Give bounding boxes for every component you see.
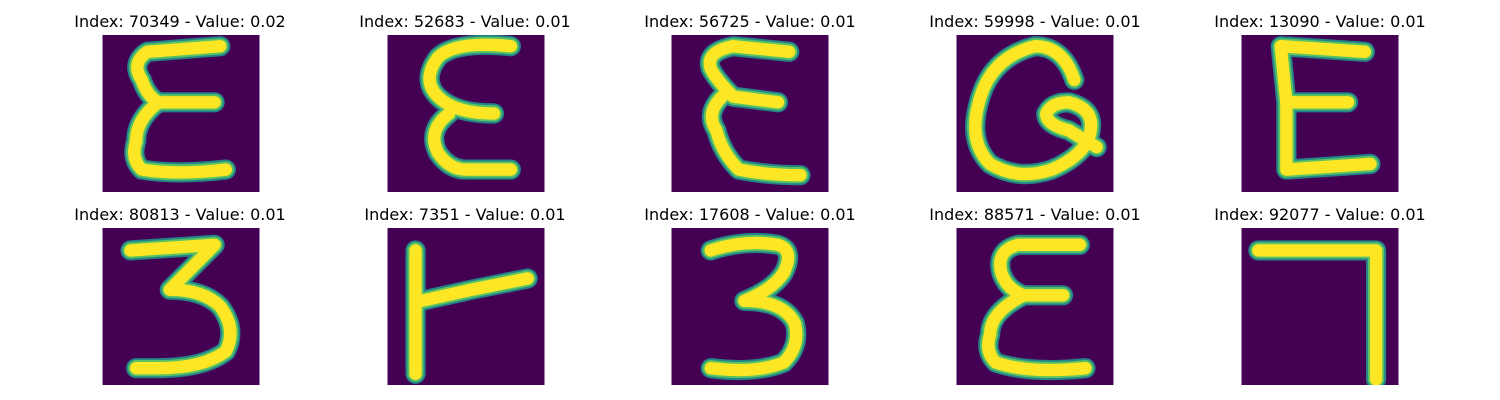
digit-image	[102, 228, 260, 385]
panel-title: Index: 59998 - Value: 0.01	[929, 12, 1141, 31]
digit-panel: Index: 92077 - Value: 0.01	[1170, 193, 1470, 388]
digit-panel: Index: 56725 - Value: 0.01	[600, 0, 900, 195]
digit-image	[1241, 35, 1399, 192]
digit-image	[671, 35, 829, 192]
digit-panel: Index: 13090 - Value: 0.01	[1170, 0, 1470, 195]
stroke-core	[124, 238, 237, 375]
stroke-core	[982, 238, 1092, 377]
digit-image	[956, 35, 1114, 192]
stroke-core	[1274, 40, 1377, 176]
digit-panel: Index: 70349 - Value: 0.02	[30, 0, 330, 195]
panel-title: Index: 7351 - Value: 0.01	[364, 205, 566, 224]
stroke-core	[409, 244, 534, 380]
stroke-core	[423, 38, 518, 176]
digit-image	[102, 35, 260, 192]
panel-title: Index: 56725 - Value: 0.01	[644, 12, 856, 31]
digit-panel: Index: 80813 - Value: 0.01	[30, 193, 330, 388]
panel-title: Index: 52683 - Value: 0.01	[359, 12, 571, 31]
panel-title: Index: 13090 - Value: 0.01	[1214, 12, 1426, 31]
digit-panel: Index: 7351 - Value: 0.01	[315, 193, 615, 388]
panel-title: Index: 88571 - Value: 0.01	[929, 205, 1141, 224]
digit-panel: Index: 52683 - Value: 0.01	[315, 0, 615, 195]
stroke-core	[969, 40, 1103, 181]
stroke-core	[1252, 244, 1383, 385]
digit-panel: Index: 88571 - Value: 0.01	[885, 193, 1185, 388]
stroke-core	[703, 40, 807, 182]
digit-image	[1241, 228, 1399, 385]
panel-title: Index: 70349 - Value: 0.02	[74, 12, 286, 31]
digit-panel: Index: 17608 - Value: 0.01	[600, 193, 900, 388]
digit-image	[387, 228, 545, 385]
stroke-core	[704, 236, 803, 377]
panel-title: Index: 17608 - Value: 0.01	[644, 205, 856, 224]
digit-panel: Index: 59998 - Value: 0.01	[885, 0, 1185, 195]
digit-image	[956, 228, 1114, 385]
panel-title: Index: 92077 - Value: 0.01	[1214, 205, 1426, 224]
stroke-core	[128, 40, 233, 179]
panel-title: Index: 80813 - Value: 0.01	[74, 205, 286, 224]
digit-image	[671, 228, 829, 385]
digit-image	[387, 35, 545, 192]
